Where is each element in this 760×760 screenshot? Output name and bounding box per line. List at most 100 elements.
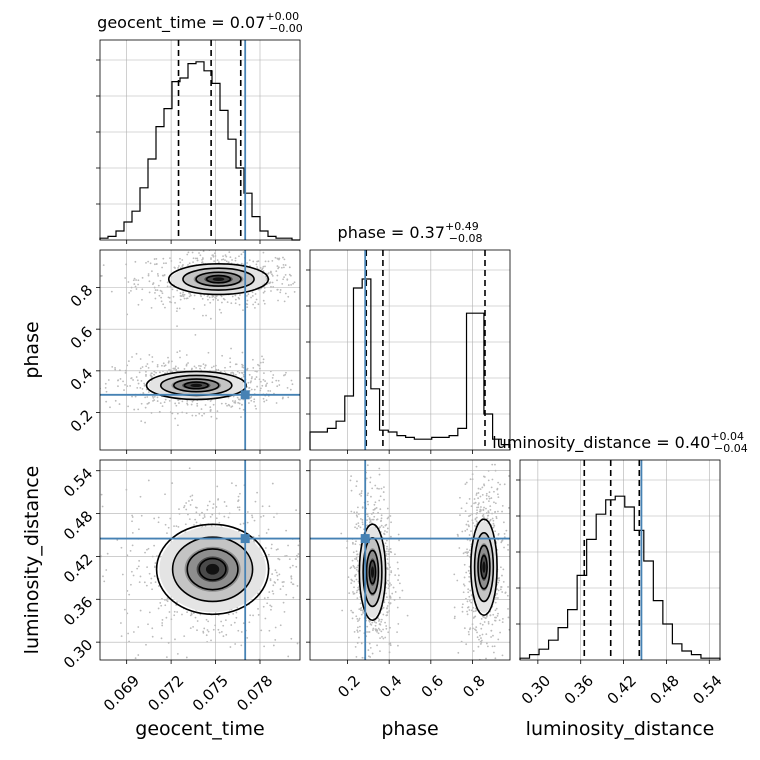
- sample-point: [300, 398, 302, 400]
- sample-point: [498, 577, 501, 579]
- sample-point: [272, 644, 275, 647]
- sample-point: [387, 601, 390, 604]
- sample-point: [147, 479, 150, 482]
- sample-point: [152, 282, 155, 284]
- sample-point: [286, 278, 289, 281]
- sample-point: [459, 496, 461, 499]
- sample-point: [304, 594, 306, 596]
- sample-point: [306, 572, 308, 574]
- sample-point: [147, 391, 150, 394]
- sample-point: [188, 295, 191, 298]
- sample-point: [396, 606, 399, 609]
- sample-point: [354, 645, 357, 648]
- sample-point: [120, 622, 122, 624]
- sample-point: [129, 385, 132, 387]
- sample-point: [380, 520, 382, 523]
- sample-point: [479, 452, 481, 454]
- sample-point: [465, 523, 468, 526]
- sample-point: [292, 583, 295, 586]
- sample-point: [478, 456, 480, 458]
- sample-point: [485, 512, 488, 514]
- sample-point: [389, 550, 392, 553]
- sample-point: [355, 523, 358, 526]
- sample-point: [204, 404, 207, 406]
- sample-point: [153, 517, 156, 520]
- sample-point: [491, 623, 494, 626]
- sample-point: [386, 605, 389, 607]
- sample-point: [100, 275, 103, 277]
- sample-point: [183, 297, 186, 300]
- truth-marker: [240, 534, 250, 544]
- sample-point: [494, 502, 497, 505]
- sample-point: [378, 628, 381, 631]
- sample-point: [148, 291, 151, 294]
- sample-point: [397, 567, 399, 570]
- sample-point: [385, 627, 388, 630]
- sample-point: [159, 602, 162, 604]
- sample-point: [296, 555, 299, 558]
- contour-line: [205, 274, 232, 284]
- sample-point: [194, 616, 197, 619]
- sample-point: [271, 274, 274, 277]
- sample-point: [390, 571, 393, 574]
- sample-point: [117, 379, 120, 382]
- sample-point: [263, 302, 266, 305]
- sample-point: [163, 401, 166, 404]
- sample-point: [461, 603, 464, 606]
- sample-point: [472, 627, 474, 630]
- sample-point: [224, 619, 227, 622]
- sample-point: [503, 536, 506, 539]
- sample-point: [480, 506, 482, 508]
- sample-point: [499, 631, 501, 634]
- sample-point: [193, 307, 195, 310]
- sample-point: [501, 510, 503, 513]
- sample-point: [214, 364, 217, 367]
- sample-point: [209, 301, 212, 304]
- sample-point: [275, 548, 278, 551]
- sample-point: [185, 656, 188, 659]
- density-region: [370, 566, 375, 578]
- sample-point: [147, 367, 150, 369]
- sample-point: [287, 295, 290, 298]
- sample-point: [176, 412, 179, 415]
- sample-point: [287, 396, 290, 399]
- sample-point: [468, 534, 471, 536]
- sample-point: [176, 601, 178, 603]
- sample-point: [238, 530, 240, 533]
- sample-point: [164, 604, 167, 607]
- sample-point: [292, 282, 295, 285]
- sample-point: [485, 494, 488, 497]
- sample-point: [262, 515, 265, 517]
- sample-point: [253, 519, 256, 522]
- sample-point: [218, 308, 221, 311]
- sample-point: [487, 510, 490, 512]
- sample-point: [148, 280, 151, 283]
- sample-point: [506, 594, 509, 597]
- sample-point: [166, 532, 168, 535]
- sample-point: [222, 624, 225, 627]
- sample-point: [125, 263, 128, 266]
- sample-point: [173, 266, 176, 269]
- sample-point: [260, 629, 263, 632]
- sample-point: [210, 258, 212, 261]
- sample-point: [471, 519, 474, 522]
- sample-point: [143, 666, 145, 668]
- sample-point: [371, 621, 374, 624]
- sample-point: [359, 518, 362, 520]
- sample-point: [149, 262, 152, 265]
- joint-frame-geocent_time-phase: [99, 249, 301, 451]
- sample-point: [159, 289, 162, 292]
- sample-point: [358, 608, 361, 611]
- sample-point: [388, 564, 391, 566]
- sample-point: [495, 607, 498, 610]
- sample-point: [237, 499, 240, 502]
- sample-point: [477, 492, 480, 494]
- x-axis-label: geocent_time: [135, 718, 264, 740]
- sample-point: [278, 258, 280, 261]
- sample-point: [262, 291, 265, 294]
- sample-point: [494, 530, 497, 533]
- sample-point: [465, 481, 468, 484]
- sample-point: [139, 609, 142, 612]
- sample-point: [305, 394, 307, 396]
- sample-point: [366, 464, 369, 467]
